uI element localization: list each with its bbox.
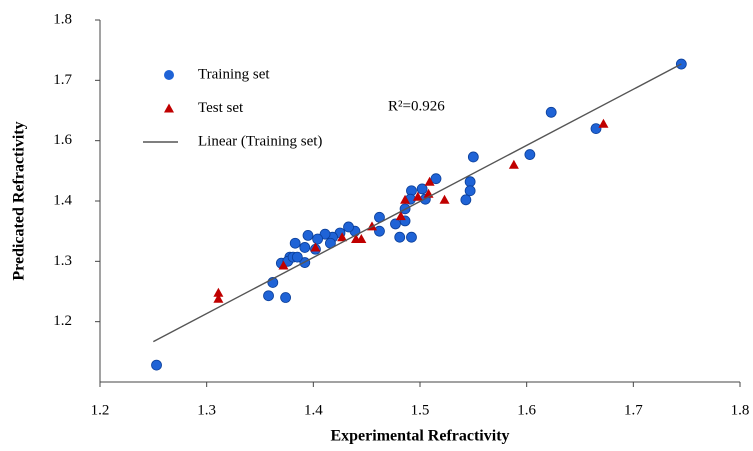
x-tick-label: 1.8 xyxy=(731,402,750,418)
point xyxy=(590,123,602,135)
y-tick-label: 1.6 xyxy=(53,132,72,148)
y-tick-label: 1.8 xyxy=(53,11,72,27)
point xyxy=(299,242,311,253)
x-axis-label: Experimental Refractivity xyxy=(330,428,509,445)
point xyxy=(343,221,354,233)
y-axis-label: Predicated Refractivity xyxy=(11,121,28,280)
point xyxy=(545,106,557,118)
point xyxy=(524,149,536,160)
x-tick-label: 1.7 xyxy=(624,402,643,418)
legend-label: Test set xyxy=(198,100,244,116)
x-tick-label: 1.5 xyxy=(411,402,430,418)
point xyxy=(356,234,367,244)
point xyxy=(460,194,472,206)
point xyxy=(439,194,450,204)
point xyxy=(280,292,292,303)
y-tick-label: 1.7 xyxy=(53,72,72,88)
point xyxy=(416,183,428,195)
legend-label: Linear (Training set) xyxy=(198,133,322,149)
x-tick-label: 1.4 xyxy=(304,402,323,418)
point xyxy=(374,225,385,237)
point xyxy=(598,118,609,128)
point xyxy=(337,232,348,242)
point xyxy=(424,176,435,186)
point xyxy=(319,228,331,240)
y-tick-label: 1.4 xyxy=(53,192,72,208)
legend-label: Training set xyxy=(198,66,270,82)
point xyxy=(213,287,224,297)
trend-line xyxy=(153,63,682,343)
point xyxy=(263,290,274,302)
annotation: R²=0.926 xyxy=(388,98,445,114)
legend-swatch xyxy=(164,103,174,113)
x-tick-label: 1.3 xyxy=(197,402,216,418)
y-tick-label: 1.3 xyxy=(53,253,72,269)
point xyxy=(406,231,417,243)
x-tick-label: 1.6 xyxy=(517,402,536,418)
legend-swatch xyxy=(164,70,174,80)
point xyxy=(151,359,162,371)
point xyxy=(400,194,411,204)
point xyxy=(395,211,406,221)
point xyxy=(467,151,479,163)
point xyxy=(390,218,401,230)
point xyxy=(278,260,289,270)
point xyxy=(464,176,476,188)
y-tick-label: 1.2 xyxy=(53,313,72,329)
point xyxy=(412,191,423,201)
point xyxy=(312,233,324,245)
point xyxy=(464,185,476,197)
point xyxy=(310,242,321,252)
point xyxy=(302,229,314,241)
point xyxy=(394,231,406,243)
x-tick-label: 1.2 xyxy=(91,402,110,418)
point xyxy=(430,173,442,185)
point xyxy=(213,293,224,303)
point xyxy=(291,251,303,263)
point xyxy=(289,237,301,249)
point xyxy=(508,159,519,169)
